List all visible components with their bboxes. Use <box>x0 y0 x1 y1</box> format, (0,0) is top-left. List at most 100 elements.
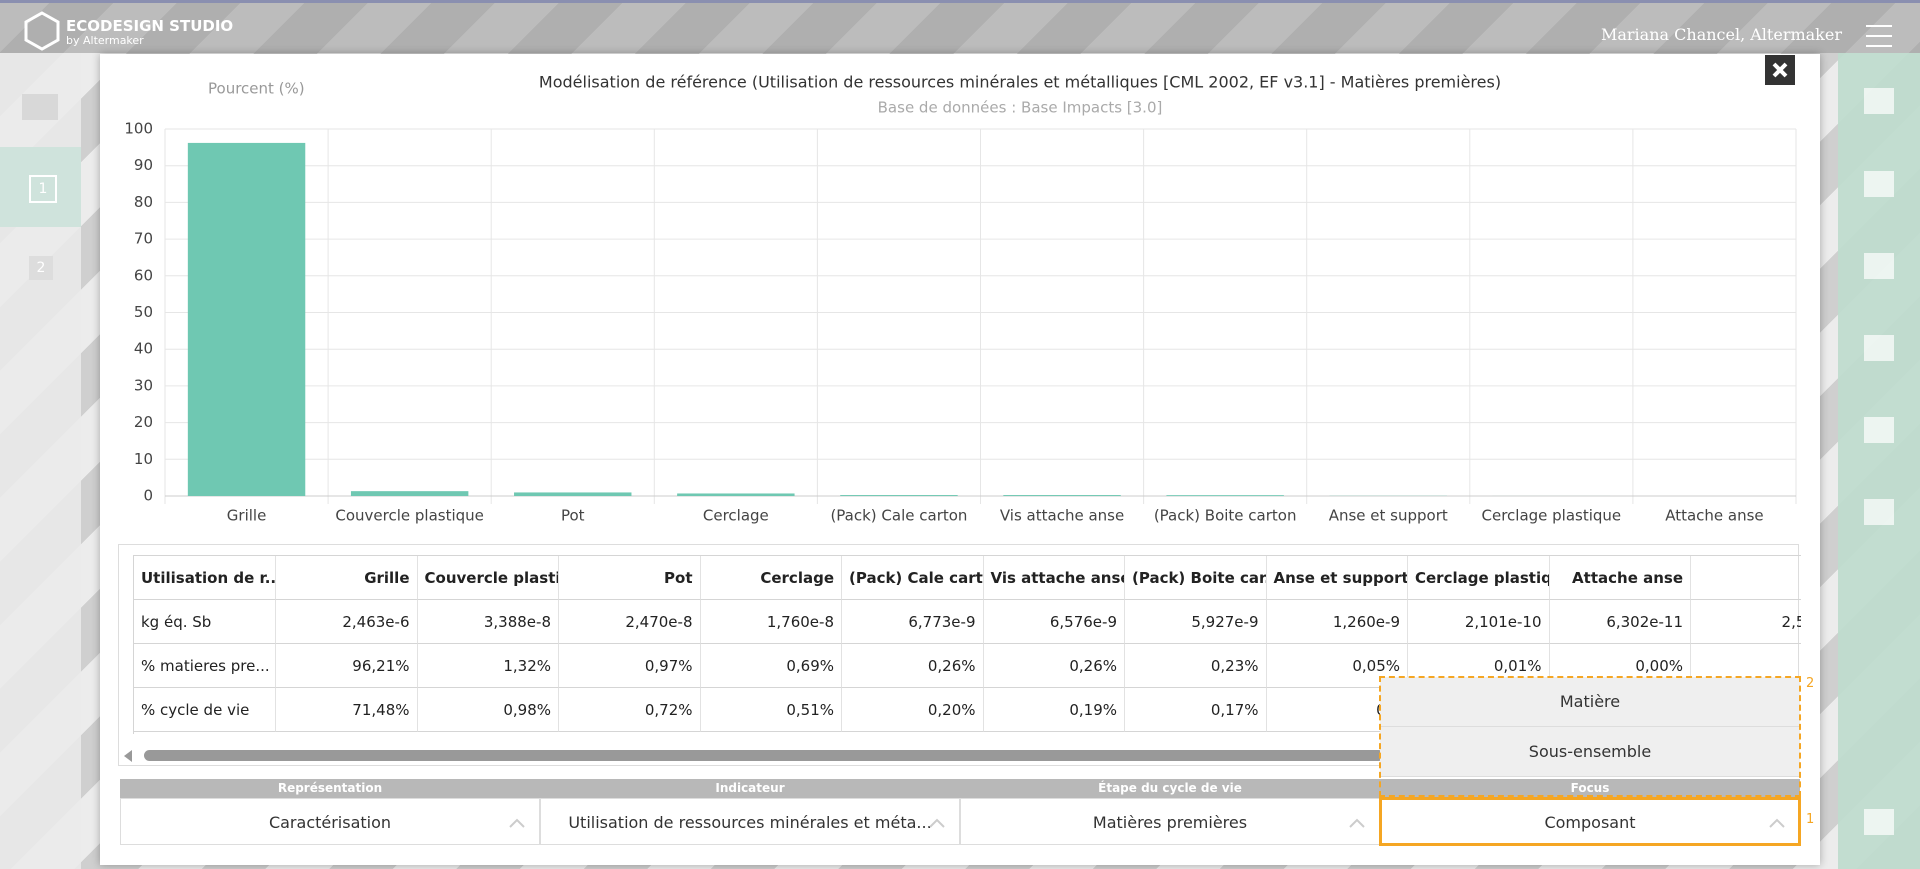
table-cell: % matieres pre... <box>134 644 276 688</box>
x-tick-label: (Pack) Boite carton <box>1154 507 1297 525</box>
table-cell: 0,20% <box>842 688 984 732</box>
table-cell: 1,760e-8 <box>700 600 842 644</box>
callout: 1 <box>1806 812 1815 827</box>
y-tick-label: 30 <box>134 376 153 394</box>
table-header-cell: (Pack) Cale cart... <box>842 556 984 600</box>
control-label: Indicateur <box>540 779 960 798</box>
scrollbar[interactable] <box>144 750 1384 761</box>
logo-subtitle: by Altermaker <box>66 34 144 47</box>
table-cell: 0,19% <box>983 688 1125 732</box>
x-tick-label: (Pack) Cale carton <box>830 507 967 525</box>
y-tick-label: 40 <box>134 340 153 358</box>
select[interactable]: Matières premières <box>960 798 1380 845</box>
bar <box>1003 495 1121 496</box>
table-cell: 71,48% <box>276 688 418 732</box>
menu-icon[interactable] <box>1866 25 1892 47</box>
bar <box>187 142 306 496</box>
select[interactable]: Composant <box>1380 798 1800 845</box>
table-header-cell: Attache anse <box>1549 556 1691 600</box>
bar <box>1166 495 1284 496</box>
table-cell: 3,388e-8 <box>417 600 559 644</box>
bar <box>514 492 632 496</box>
close-button[interactable] <box>1764 54 1796 86</box>
table-cell: 5,927e-9 <box>1125 600 1267 644</box>
user-name[interactable]: Mariana Chancel, Altermaker <box>1600 25 1842 44</box>
step-badge[interactable]: 2 <box>29 256 53 280</box>
table-cell: 0,23% <box>1125 644 1267 688</box>
highlight-dropdown <box>1379 676 1801 797</box>
dropdown-option[interactable]: Sous-ensemble <box>1380 727 1800 777</box>
highlight-select <box>1379 797 1801 846</box>
table-cell: 6,773e-9 <box>842 600 984 644</box>
y-tick-label: 70 <box>134 230 153 248</box>
table-frame <box>118 544 1799 766</box>
left-sidebar: 1 2 <box>0 53 81 869</box>
select[interactable]: Caractérisation <box>120 798 540 845</box>
chart: Modélisation de référence (Utilisation d… <box>124 73 1797 525</box>
table-cell: kg éq. Sb <box>134 600 276 644</box>
table-cell: 0,97% <box>559 644 701 688</box>
table-cell: 0,26% <box>842 644 984 688</box>
table-header-cell: Pot <box>559 556 701 600</box>
table-header-cell: Grille <box>276 556 418 600</box>
y-tick-label: 0 <box>143 487 153 505</box>
modal: Modélisation de référence (Utilisation d… <box>100 54 1820 865</box>
table-cell: 0,17% <box>1125 688 1267 732</box>
table-cell: 96,21% <box>276 644 418 688</box>
x-tick-label: Couvercle plastique <box>335 507 484 525</box>
control-label: Focus <box>1380 779 1800 798</box>
step-active <box>0 147 81 227</box>
y-tick-label: 10 <box>134 450 153 468</box>
bar <box>840 495 958 496</box>
x-tick-label: Vis attache anse <box>1000 507 1124 525</box>
step-badge[interactable]: 1 <box>29 175 57 203</box>
control-label: Représentation <box>120 779 540 798</box>
y-tick-label: 100 <box>124 120 153 138</box>
table-cell: 0,69% <box>700 644 842 688</box>
y-tick-label: 80 <box>134 193 153 211</box>
table-cell: 2,470e-8 <box>559 600 701 644</box>
table-header-cell: Utilisation de r... <box>134 556 276 600</box>
table-cell: 0,72% <box>559 688 701 732</box>
y-tick-label: 90 <box>134 156 153 174</box>
x-tick-label: Grille <box>227 507 267 525</box>
table-cell: 6,302e-11 <box>1549 600 1691 644</box>
table-cell: % cycle de vie <box>134 688 276 732</box>
table-cell: 0,05% <box>1266 644 1408 688</box>
folder-icon[interactable] <box>22 90 62 120</box>
table-header-cell: Cerclage <box>700 556 842 600</box>
table-cell: 1,260e-9 <box>1266 600 1408 644</box>
header: ECODESIGN STUDIO by Altermaker Mariana C… <box>0 0 1920 53</box>
bar <box>350 491 469 496</box>
callout: 2 <box>1806 676 1815 691</box>
table-header-cell: Couvercle plasti... <box>417 556 559 600</box>
table-cell: 2,101e-10 <box>1408 600 1550 644</box>
y-tick-label: 50 <box>134 303 153 321</box>
table-cell: 0,51% <box>700 688 842 732</box>
table-cell: 2,463e-6 <box>276 600 418 644</box>
logo-title: ECODESIGN STUDIO <box>66 17 234 35</box>
table-cell: 2,560 <box>1691 600 1801 644</box>
scroll-left[interactable] <box>124 750 132 762</box>
chevron <box>1349 818 1365 828</box>
sidebar-icons <box>1864 88 1894 835</box>
chevron <box>509 818 525 828</box>
y-axis-label: Pourcent (%) <box>208 80 305 98</box>
select[interactable]: Utilisation de ressources minérales et m… <box>540 798 960 845</box>
table-header-cell: To <box>1691 556 1801 600</box>
table-header-cell: Anse et support <box>1266 556 1408 600</box>
table-header-cell: Vis attache anse <box>983 556 1125 600</box>
x-tick-label: Cerclage <box>703 507 769 525</box>
table-cell: 1,32% <box>417 644 559 688</box>
x-tick-label: Cerclage plastique <box>1482 507 1622 525</box>
y-tick-label: 20 <box>134 413 153 431</box>
x-tick-label: Pot <box>561 507 585 525</box>
table-cell: 0,26% <box>983 644 1125 688</box>
dropdown-option[interactable]: Matière <box>1380 677 1800 727</box>
bar <box>677 493 795 496</box>
table-cell: 0,98% <box>417 688 559 732</box>
table-cell: 6,576e-9 <box>983 600 1125 644</box>
logo-icon <box>24 11 60 51</box>
chevron <box>929 818 945 828</box>
